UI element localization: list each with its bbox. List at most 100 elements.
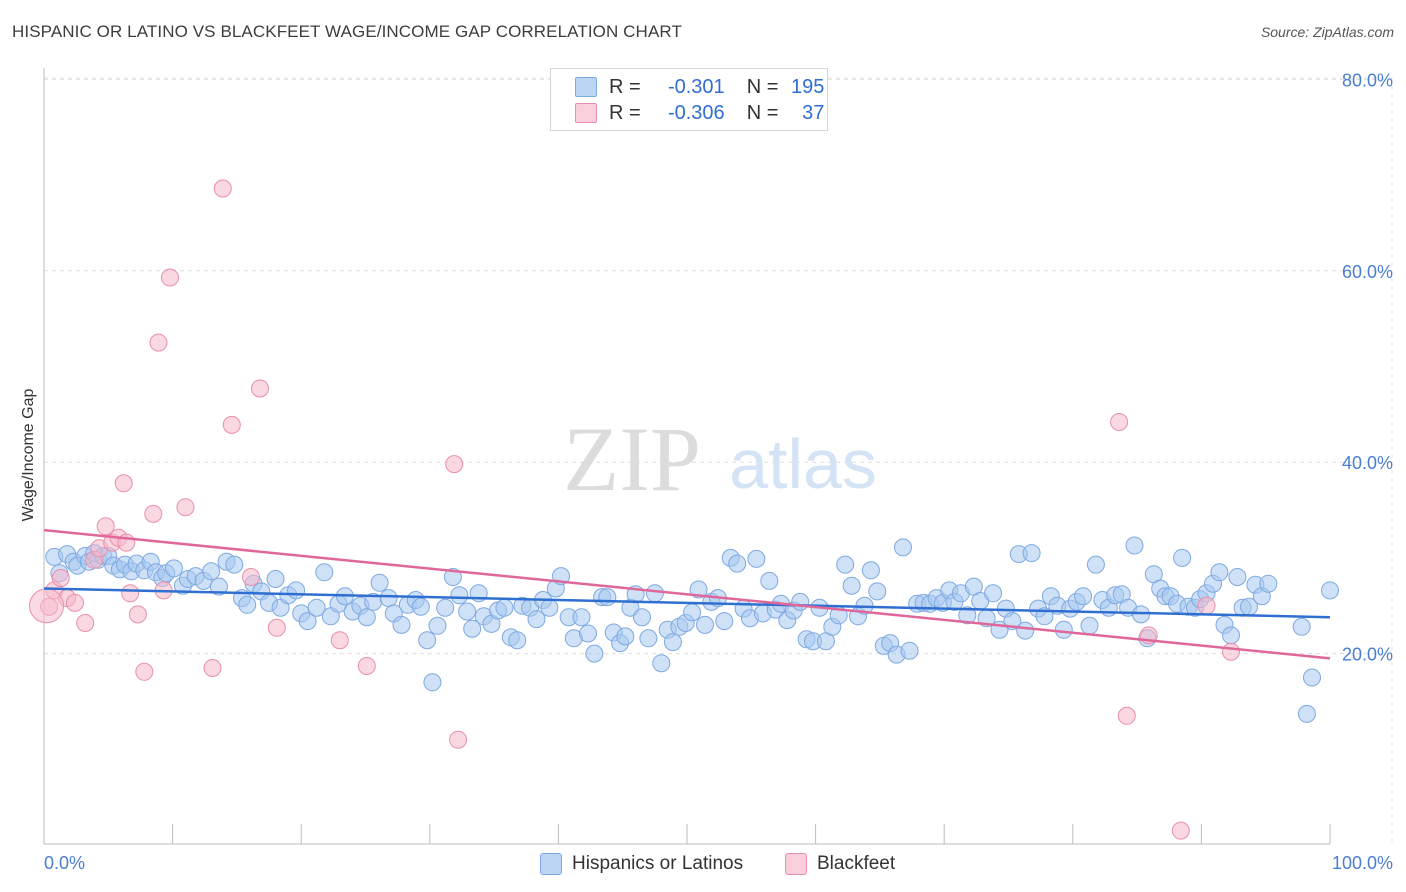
y-tick-label: 80.0%	[1342, 70, 1393, 90]
point-hispanic	[791, 592, 810, 611]
point-hispanic	[357, 608, 376, 627]
legend-row-blackfeet: R = -0.306 N = 37	[575, 101, 824, 125]
point-hispanic	[572, 608, 591, 627]
point-blackfeet	[1117, 706, 1136, 725]
bottom-legend-label-blackfeet: Blackfeet	[817, 853, 896, 874]
legend-swatch-hispanic	[575, 77, 597, 97]
watermark: ZIP atlas	[563, 408, 877, 510]
chart-title: HISPANIC OR LATINO VS BLACKFEET WAGE/INC…	[12, 22, 682, 41]
point-hispanic	[164, 559, 183, 578]
point-hispanic	[900, 641, 919, 660]
point-blackfeet	[128, 605, 147, 624]
point-hispanic	[436, 598, 455, 617]
point-hispanic	[1321, 581, 1339, 600]
point-blackfeet	[449, 730, 468, 749]
point-hispanic	[307, 598, 326, 617]
point-hispanic	[1222, 626, 1240, 645]
point-hispanic	[683, 603, 702, 622]
point-hispanic	[1086, 555, 1105, 574]
point-hispanic	[315, 563, 334, 582]
point-blackfeet	[149, 333, 168, 352]
legend-r-value: -0.306	[667, 101, 725, 124]
point-blackfeet	[121, 584, 140, 603]
point-blackfeet	[330, 631, 349, 650]
point-hispanic	[958, 606, 977, 625]
point-blackfeet	[213, 179, 232, 198]
point-hispanic	[202, 562, 221, 581]
legend-n-label: N =	[746, 75, 779, 98]
point-blackfeet	[1222, 642, 1240, 661]
point-hispanic	[508, 631, 527, 650]
point-hispanic	[663, 633, 682, 652]
point-hispanic	[225, 555, 244, 574]
point-hispanic	[1259, 574, 1278, 593]
bottom-legend-swatch-blackfeet	[785, 853, 807, 875]
point-hispanic	[842, 576, 861, 595]
point-hispanic	[370, 573, 389, 592]
point-blackfeet	[251, 379, 269, 398]
point-hispanic	[1074, 587, 1093, 606]
y-tick-label: 40.0%	[1342, 453, 1393, 473]
legend-n-label: N =	[746, 101, 779, 124]
point-hispanic	[1173, 548, 1192, 567]
point-hispanic	[450, 586, 469, 605]
point-hispanic	[616, 627, 635, 646]
point-hispanic	[287, 581, 306, 600]
point-hispanic	[894, 538, 912, 557]
point-hispanic	[1132, 605, 1150, 624]
stats-legend: R = -0.301 N = 195 R = -0.306 N = 37	[550, 68, 828, 131]
point-blackfeet	[222, 415, 241, 434]
point-hispanic	[747, 549, 766, 568]
point-blackfeet	[1110, 413, 1129, 431]
watermark-atlas: atlas	[729, 425, 877, 503]
point-hispanic	[540, 598, 559, 617]
point-blackfeet	[96, 517, 115, 536]
point-hispanic	[652, 654, 671, 673]
legend-n-value: 37	[802, 101, 825, 124]
point-hispanic	[861, 561, 880, 580]
trend-line-blackfeet	[43, 528, 1331, 660]
point-hispanic	[1228, 568, 1247, 586]
point-hispanic	[423, 673, 442, 692]
y-tick-label: 60.0%	[1342, 262, 1393, 282]
bottom-legend-blackfeet: Blackfeet	[785, 850, 895, 878]
point-hispanic	[298, 612, 317, 631]
point-blackfeet	[65, 593, 84, 612]
legend-swatch-blackfeet	[575, 103, 597, 123]
point-blackfeet	[161, 268, 179, 287]
point-hispanic	[1080, 616, 1099, 635]
trend-lines	[43, 528, 1331, 660]
x-tick-label: 0.0%	[44, 853, 85, 873]
y-axis-label: Wage/Income Gap	[20, 389, 37, 522]
point-hispanic	[633, 608, 651, 627]
point-blackfeet	[114, 474, 133, 493]
point-hispanic	[1125, 536, 1144, 555]
point-hispanic	[527, 610, 546, 629]
axes	[43, 68, 1331, 845]
point-hispanic	[715, 612, 734, 631]
point-hispanic	[645, 584, 664, 603]
point-blackfeet	[76, 614, 95, 632]
point-hispanic	[495, 598, 514, 617]
point-blackfeet	[1197, 596, 1216, 615]
bottom-legend-swatch-hispanic	[540, 853, 562, 875]
point-hispanic	[392, 615, 411, 634]
chart-source: Source: ZipAtlas.com	[1260, 24, 1394, 40]
point-blackfeet	[203, 659, 222, 677]
point-hispanic	[1016, 621, 1035, 640]
point-blackfeet	[135, 662, 154, 681]
point-hispanic	[458, 602, 477, 621]
data-points	[29, 179, 1339, 840]
watermark-zip: ZIP	[563, 408, 701, 510]
y-tick-label: 20.0%	[1342, 645, 1393, 665]
point-hispanic	[1303, 668, 1321, 687]
point-hispanic	[238, 595, 257, 614]
point-hispanic	[418, 631, 437, 650]
point-hispanic	[1210, 563, 1229, 582]
point-hispanic	[984, 584, 1003, 603]
point-hispanic	[209, 577, 228, 596]
point-hispanic	[428, 616, 447, 635]
point-hispanic	[1022, 544, 1041, 563]
point-hispanic	[1297, 704, 1316, 723]
